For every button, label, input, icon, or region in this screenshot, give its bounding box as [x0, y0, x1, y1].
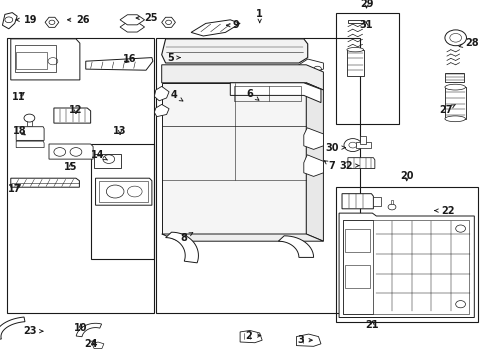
Polygon shape [306, 83, 323, 241]
Bar [15, 45, 56, 72]
Polygon shape [154, 86, 169, 101]
Polygon shape [162, 17, 175, 27]
Bar [94, 154, 122, 168]
Bar [343, 220, 469, 314]
Text: 9: 9 [227, 20, 240, 30]
Text: 18: 18 [13, 126, 26, 136]
Polygon shape [11, 178, 79, 187]
Bar [345, 229, 370, 252]
Polygon shape [299, 59, 323, 72]
Polygon shape [76, 323, 101, 337]
Text: 32: 32 [339, 161, 359, 171]
Text: 19: 19 [16, 15, 37, 25]
Bar [348, 20, 363, 23]
Polygon shape [191, 20, 240, 36]
Text: 23: 23 [23, 326, 43, 336]
Bar [91, 144, 154, 259]
Text: 6: 6 [246, 89, 259, 100]
Text: 25: 25 [136, 13, 158, 23]
Ellipse shape [445, 84, 466, 90]
Bar [27, 120, 32, 126]
Text: 7: 7 [324, 161, 335, 171]
Polygon shape [49, 144, 93, 159]
Polygon shape [296, 334, 321, 346]
Bar [99, 181, 148, 202]
Polygon shape [240, 330, 262, 343]
Polygon shape [162, 65, 323, 90]
Circle shape [445, 30, 466, 46]
Bar [373, 197, 381, 206]
Text: 22: 22 [435, 206, 455, 216]
Polygon shape [54, 108, 91, 123]
Bar [345, 265, 370, 288]
Text: 29: 29 [360, 0, 373, 9]
Polygon shape [342, 194, 373, 209]
Text: 1: 1 [256, 9, 263, 23]
Bar [343, 220, 373, 314]
Text: 17: 17 [8, 184, 22, 194]
Text: 26: 26 [68, 15, 90, 25]
Text: 16: 16 [123, 54, 137, 64]
Polygon shape [445, 87, 466, 119]
Circle shape [24, 114, 35, 122]
Text: 8: 8 [180, 233, 193, 243]
Polygon shape [230, 83, 321, 103]
Text: 14: 14 [91, 150, 107, 160]
Bar [156, 38, 360, 313]
Text: 3: 3 [297, 335, 312, 345]
Text: 13: 13 [113, 126, 127, 136]
Bar [356, 142, 371, 148]
Polygon shape [2, 13, 17, 29]
Text: 21: 21 [366, 320, 379, 330]
Bar [360, 136, 366, 144]
Text: 27: 27 [439, 104, 455, 115]
Polygon shape [86, 58, 153, 70]
Polygon shape [45, 17, 59, 27]
Bar [391, 200, 393, 204]
Text: 12: 12 [69, 105, 83, 115]
Text: 4: 4 [171, 90, 183, 101]
Text: 15: 15 [64, 162, 78, 172]
Polygon shape [162, 234, 323, 241]
Polygon shape [278, 236, 314, 257]
Polygon shape [348, 158, 375, 168]
Polygon shape [16, 127, 44, 140]
Polygon shape [154, 104, 169, 117]
Polygon shape [162, 83, 306, 234]
Polygon shape [0, 317, 25, 340]
Circle shape [344, 139, 362, 152]
Ellipse shape [347, 48, 364, 52]
Text: 2: 2 [245, 330, 261, 341]
Polygon shape [347, 50, 364, 76]
Polygon shape [92, 342, 104, 348]
Polygon shape [304, 128, 323, 149]
Bar [234, 86, 301, 101]
Bar [7, 38, 154, 313]
Polygon shape [16, 141, 44, 148]
Text: 20: 20 [400, 171, 414, 181]
Text: 30: 30 [325, 143, 345, 153]
Polygon shape [162, 39, 308, 63]
Polygon shape [120, 22, 145, 32]
Polygon shape [304, 155, 323, 176]
Ellipse shape [445, 116, 466, 122]
Bar [16, 52, 47, 69]
Text: 24: 24 [84, 339, 98, 349]
Text: 5: 5 [167, 53, 180, 63]
Polygon shape [11, 39, 80, 80]
Text: 10: 10 [74, 323, 88, 333]
Polygon shape [339, 213, 474, 318]
Bar [445, 73, 464, 82]
Text: 11: 11 [12, 92, 25, 102]
Polygon shape [120, 15, 145, 25]
Text: 31: 31 [360, 20, 373, 30]
Polygon shape [96, 178, 152, 205]
Text: 28: 28 [459, 38, 479, 48]
Bar [336, 13, 399, 124]
Bar [336, 187, 478, 322]
Polygon shape [166, 232, 198, 263]
